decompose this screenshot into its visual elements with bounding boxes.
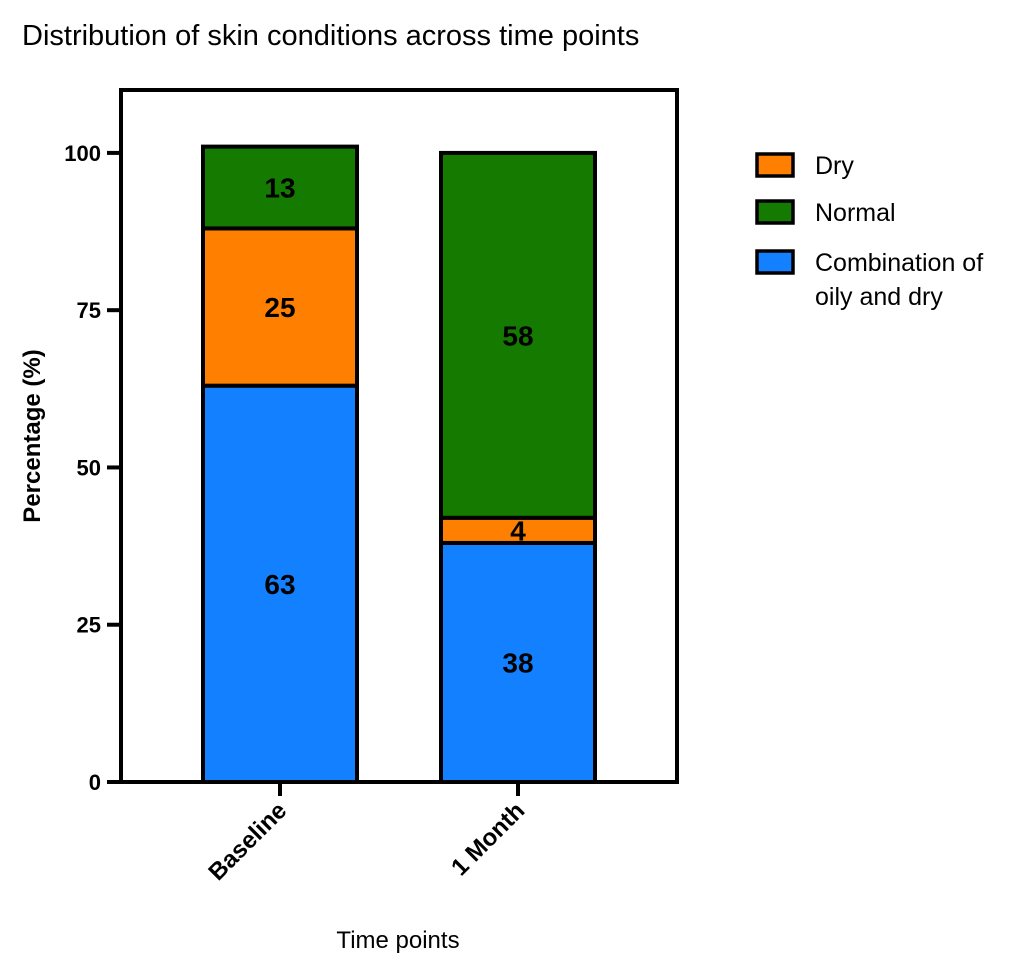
y-tick-label: 0	[89, 770, 101, 795]
bar-segment	[439, 515, 597, 545]
bar-segment	[439, 540, 597, 784]
data-label: 38	[502, 647, 533, 678]
legend-swatch	[755, 249, 795, 275]
legend-label: Normal	[815, 199, 896, 227]
data-label: 25	[264, 292, 295, 323]
bar-segment	[201, 383, 359, 784]
bar-segment	[201, 144, 359, 231]
legend-label: Combination of oily and dry	[815, 249, 983, 311]
y-tick-label: 100	[64, 141, 101, 166]
legend-label: Dry	[815, 152, 854, 180]
data-label: 13	[264, 173, 295, 204]
legend-swatch	[755, 199, 795, 225]
legend-swatch	[755, 152, 795, 178]
x-tick-label: Baseline	[203, 797, 292, 886]
bar-segment	[201, 226, 359, 388]
y-tick-label: 50	[77, 455, 101, 480]
plot-frame	[119, 88, 679, 784]
chart-title: Distribution of skin conditions across t…	[22, 20, 639, 52]
legend: Dry Normal Combination of oily and dry	[755, 152, 983, 311]
y-axis-label: Percentage (%)	[19, 349, 46, 522]
bar-segment	[439, 150, 597, 520]
x-tick-label: 1 Month	[446, 797, 530, 881]
data-label: 4	[510, 515, 526, 546]
y-tick-label: 75	[77, 298, 101, 323]
data-label: 63	[264, 569, 295, 600]
y-tick-label: 25	[77, 613, 101, 638]
data-label: 58	[502, 320, 533, 351]
x-axis-label: Time points	[336, 927, 459, 954]
